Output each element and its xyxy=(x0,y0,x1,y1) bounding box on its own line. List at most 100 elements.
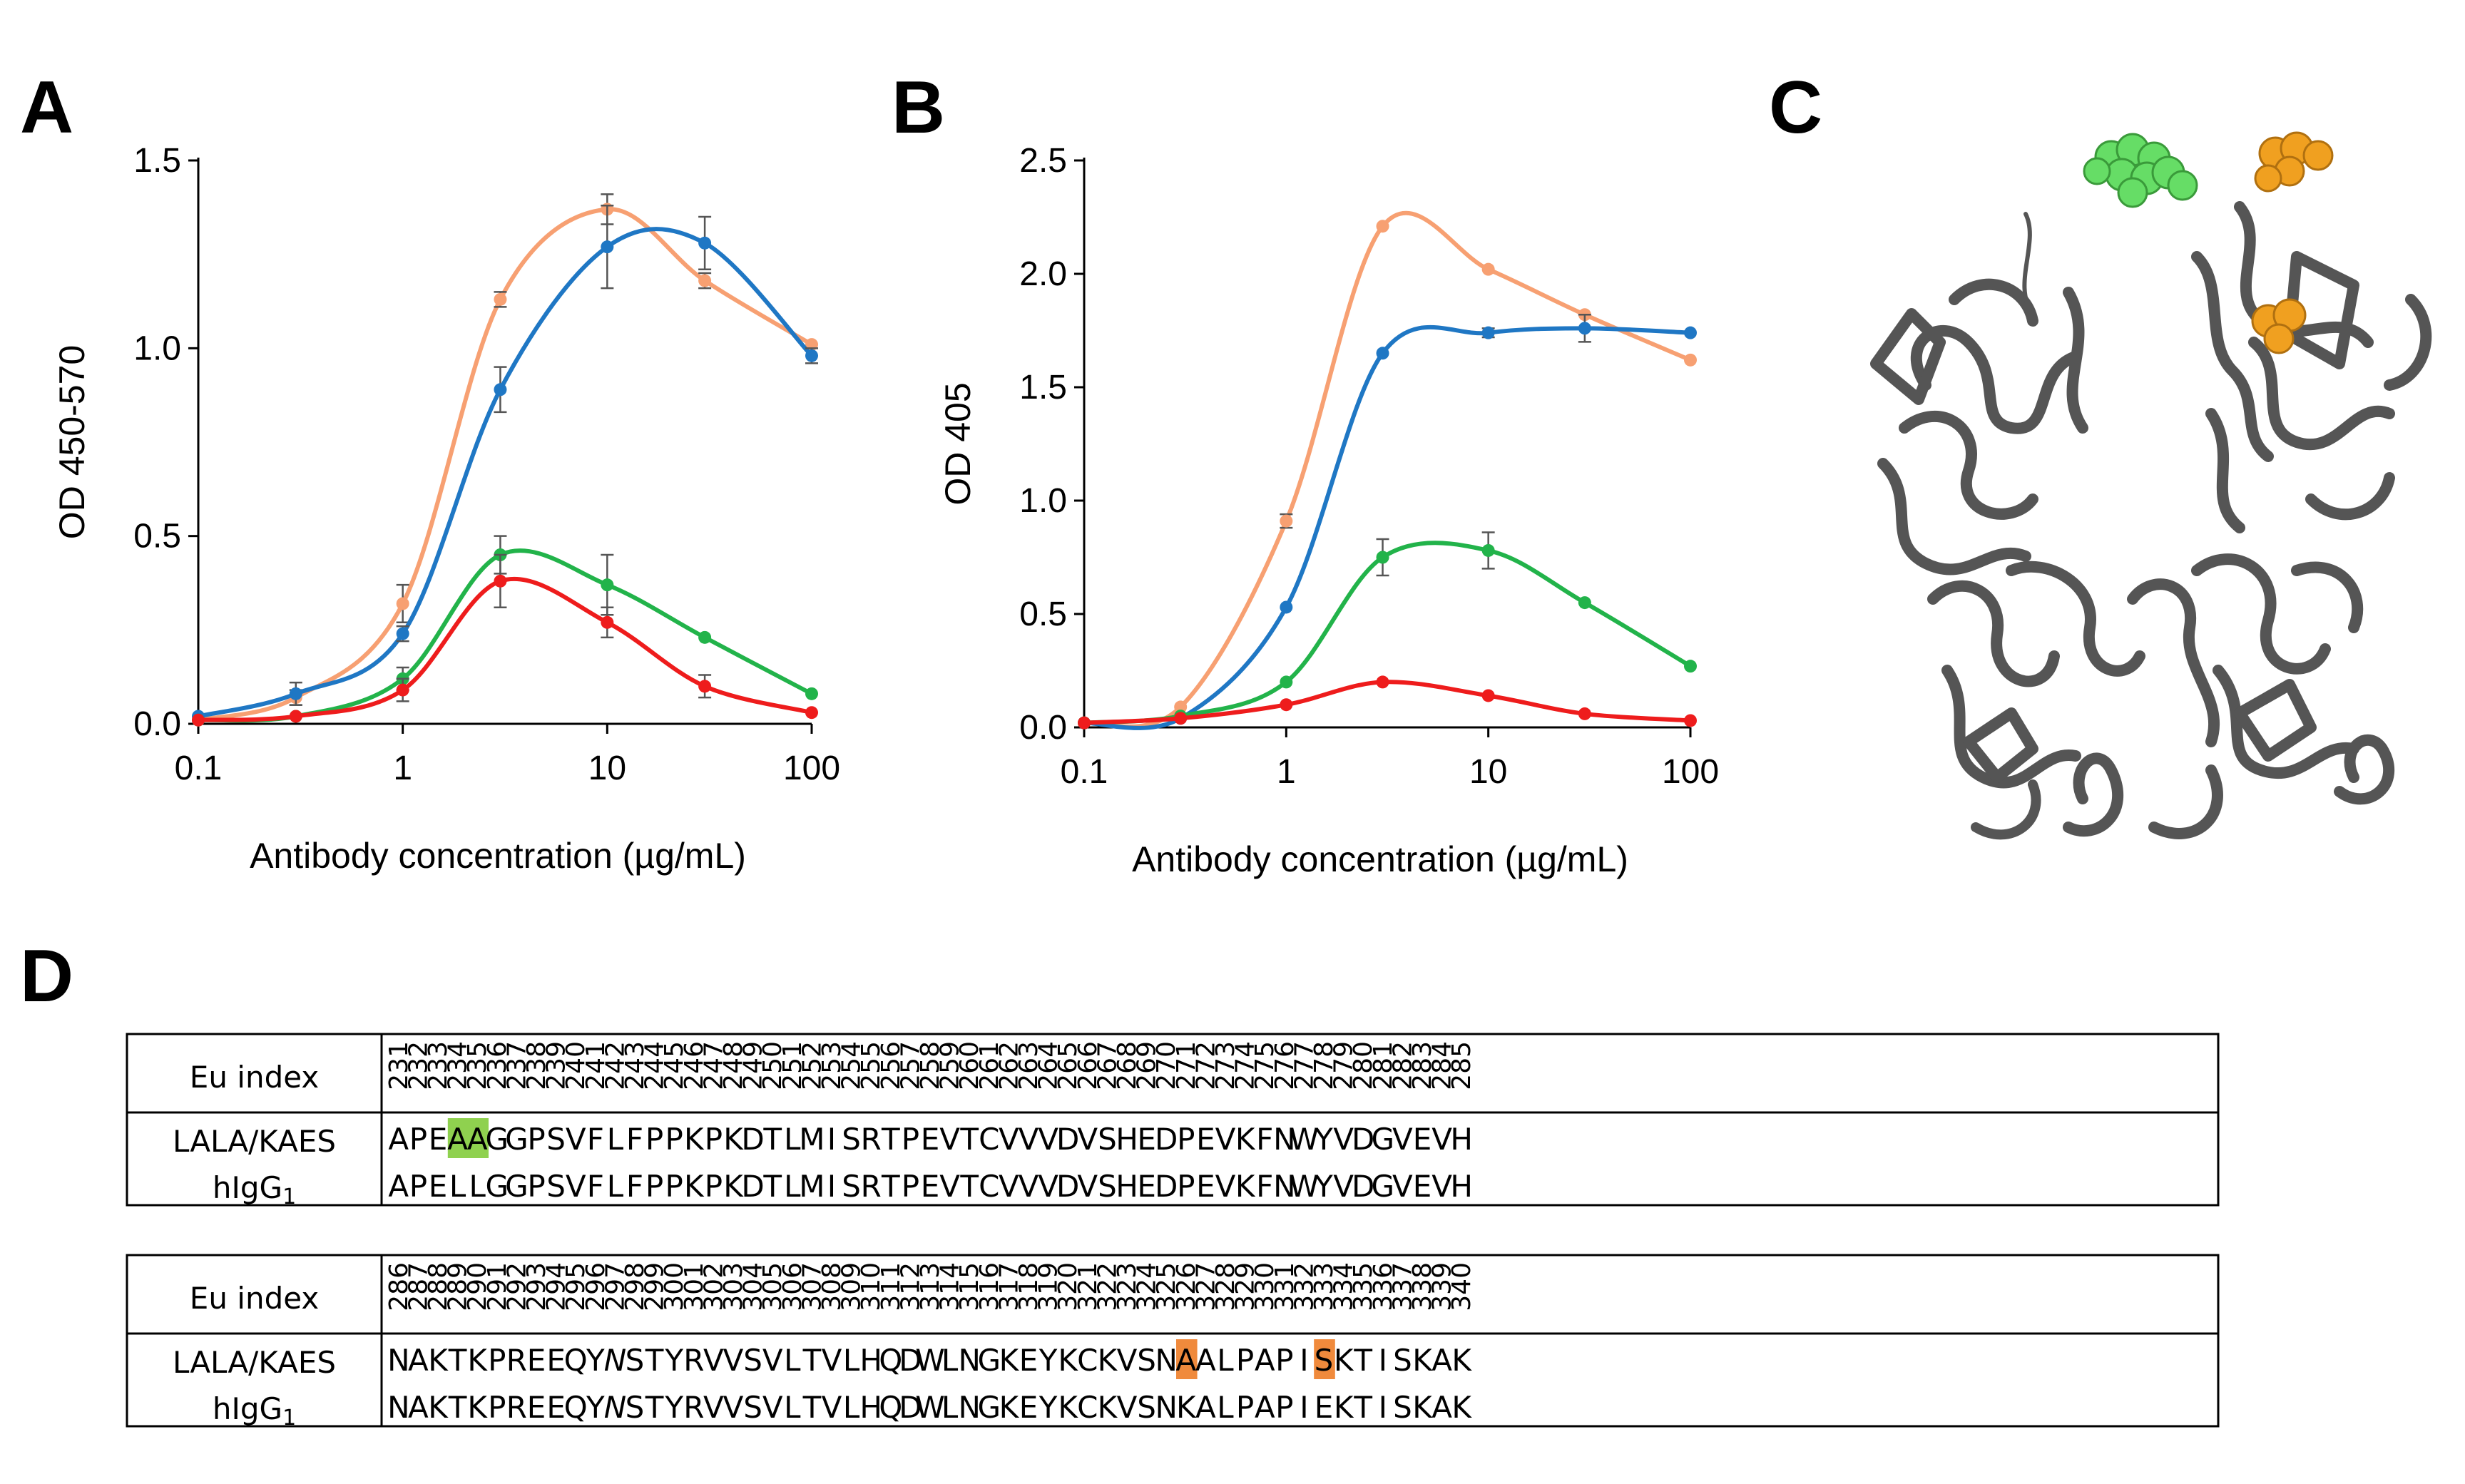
residue-higg1: S xyxy=(626,1390,645,1425)
eu-index-number: 235 xyxy=(463,1041,492,1090)
row-label-lala-kaes: LALA/KAES xyxy=(173,1345,336,1380)
residue-lala-kaes: P xyxy=(488,1343,506,1378)
eu-index-number: 288 xyxy=(424,1262,453,1311)
series-line-blue xyxy=(1083,324,1691,730)
data-point-blue xyxy=(1578,322,1591,335)
residue-higg1: P xyxy=(409,1169,427,1204)
data-point-blue xyxy=(698,236,712,250)
eu-index-number: 326 xyxy=(1172,1262,1201,1311)
eu-index-number: 232 xyxy=(404,1041,433,1090)
eu-index-number: 257 xyxy=(896,1041,925,1090)
residue-higg1: A xyxy=(1255,1390,1275,1425)
y-tick-label: 0.5 xyxy=(133,518,181,556)
eu-index-number: 262 xyxy=(994,1041,1024,1090)
residue-higg1: K xyxy=(723,1169,744,1204)
eu-index-number: 231 xyxy=(384,1041,414,1090)
residue-higg1: L xyxy=(449,1169,466,1204)
residue-lala-kaes: D xyxy=(1056,1122,1079,1157)
residue-lala-kaes: G xyxy=(486,1122,509,1157)
residue-higg1: P xyxy=(705,1169,723,1204)
residue-higg1: T xyxy=(959,1169,979,1204)
eu-index-number: 270 xyxy=(1152,1041,1181,1090)
residue-higg1: P xyxy=(902,1169,919,1204)
residue-lala-kaes: E xyxy=(921,1122,940,1157)
residue-lala-kaes: P xyxy=(1177,1122,1195,1157)
eu-index-number: 284 xyxy=(1428,1041,1457,1090)
header-label: Eu index xyxy=(190,1281,319,1316)
eu-index-number: 316 xyxy=(975,1262,1004,1311)
eu-index-number: 247 xyxy=(699,1041,728,1090)
eu-index-number: 273 xyxy=(1211,1041,1240,1090)
x-tick-label: 0.1 xyxy=(175,749,223,787)
residue-higg1: L xyxy=(1217,1390,1234,1425)
y-tick-label: 1.5 xyxy=(1019,369,1067,406)
residue-lala-kaes: G xyxy=(505,1122,529,1157)
eu-index-number: 282 xyxy=(1388,1041,1417,1090)
orange-residue-spheres xyxy=(2251,131,2334,354)
eu-index-number: 327 xyxy=(1191,1262,1220,1311)
residue-lala-kaes: E xyxy=(1413,1122,1432,1157)
eu-index-number: 245 xyxy=(660,1041,689,1090)
residue-lala-kaes: E xyxy=(1019,1343,1038,1378)
residue-higg1: E xyxy=(527,1390,546,1425)
table-border xyxy=(126,1033,2220,1207)
eu-index-number: 259 xyxy=(936,1041,965,1090)
residue-lala-kaes: V xyxy=(1038,1122,1058,1157)
residue-lala-kaes: F xyxy=(1256,1122,1273,1157)
series-line-green xyxy=(1083,541,1692,725)
eu-index-number: 298 xyxy=(621,1262,650,1311)
eu-index-number: 263 xyxy=(1014,1041,1043,1090)
series-red xyxy=(192,553,818,727)
residue-higg1: V xyxy=(1038,1169,1058,1204)
eu-index-number: 265 xyxy=(1053,1041,1083,1090)
panel-label-c: C xyxy=(1769,66,1823,149)
residue-higg1: A xyxy=(1431,1390,1452,1425)
residue-lala-kaes: C xyxy=(979,1122,999,1157)
residue-higg1: P xyxy=(665,1169,683,1204)
series-orange xyxy=(1078,210,1697,730)
residue-higg1: V xyxy=(999,1169,1019,1204)
residue-lala-kaes: R xyxy=(506,1343,527,1378)
residue-higg1: P xyxy=(488,1390,506,1425)
residue-higg1: V xyxy=(723,1390,744,1425)
left-ch2-domain-ribbon xyxy=(1870,212,2088,575)
residue-highlight-green xyxy=(467,1118,489,1158)
eu-index-number: 331 xyxy=(1270,1262,1300,1311)
residue-highlight-orange xyxy=(1314,1339,1335,1379)
eu-index-number: 310 xyxy=(857,1262,886,1311)
eu-index-number: 317 xyxy=(994,1262,1024,1311)
eu-index-number: 312 xyxy=(896,1262,925,1311)
eu-index-number: 269 xyxy=(1133,1041,1162,1090)
residue-higg1: Y xyxy=(586,1390,605,1425)
data-point-red xyxy=(1481,689,1495,702)
residue-higg1: C xyxy=(1077,1390,1098,1425)
residue-lala-kaes: H xyxy=(1450,1122,1473,1157)
eu-index-number: 303 xyxy=(719,1262,748,1311)
residue-higg1: S xyxy=(743,1390,762,1425)
residue-lala-kaes: L xyxy=(1217,1343,1234,1378)
residue-higg1: K xyxy=(1235,1169,1256,1204)
eu-index-number: 251 xyxy=(778,1041,807,1090)
x-axis-label: Antibody concentration (µg/mL) xyxy=(250,836,746,876)
eu-index-number: 266 xyxy=(1073,1041,1103,1090)
residue-lala-kaes: N xyxy=(387,1343,409,1378)
residue-higg1: E xyxy=(921,1169,940,1204)
residue-higg1: G xyxy=(486,1169,509,1204)
data-point-blue xyxy=(289,687,302,700)
residue-lala-kaes: Q xyxy=(564,1343,588,1378)
residue-lala-kaes: T xyxy=(645,1343,664,1378)
residue-higg1: C xyxy=(979,1169,999,1204)
residue-lala-kaes: E xyxy=(1137,1122,1156,1157)
green-residue-spheres xyxy=(2083,133,2198,208)
residue-higg1: T xyxy=(645,1390,664,1425)
eu-index-number: 329 xyxy=(1231,1262,1260,1311)
residue-lala-kaes: P xyxy=(645,1122,663,1157)
data-point-orange xyxy=(396,597,409,610)
panel-label-d: D xyxy=(20,935,74,1018)
row-label-lala-kaes: LALA/KAES xyxy=(173,1124,336,1159)
residue-lala-kaes: P xyxy=(1275,1343,1293,1378)
residue-lala-kaes: T xyxy=(959,1122,979,1157)
data-point-red xyxy=(192,713,205,727)
residue-higg1: T xyxy=(802,1390,822,1425)
eu-index-number: 239 xyxy=(542,1041,571,1090)
